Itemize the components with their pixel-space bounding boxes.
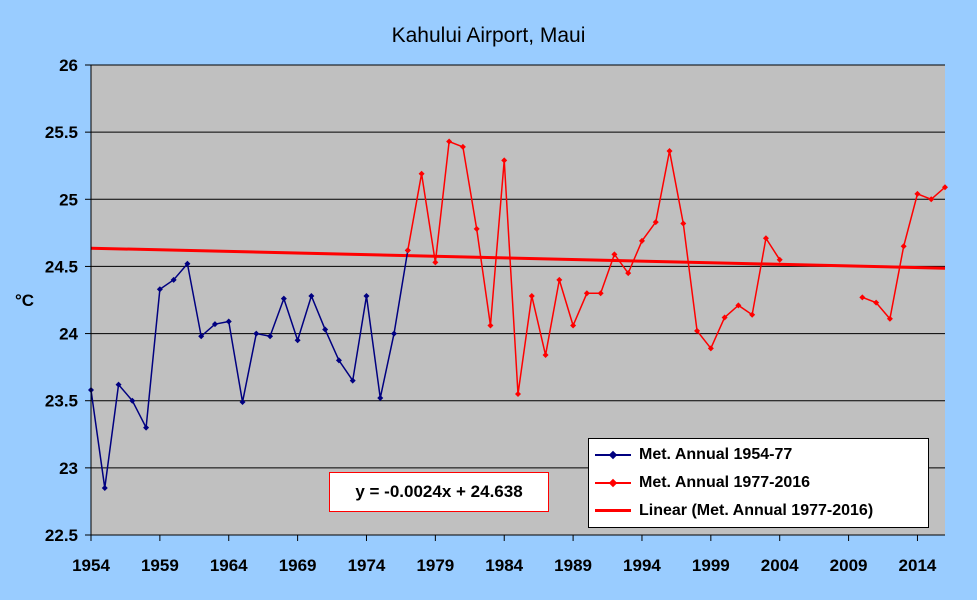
series-1-point: [156, 286, 163, 293]
trendline: [90, 246, 946, 270]
legend-item-series-2: Met. Annual 1977-2016: [589, 470, 810, 496]
series-2-point: [473, 225, 480, 232]
series-1-point: [294, 337, 301, 344]
series-2-point: [762, 235, 769, 242]
series-layer: [88, 138, 948, 491]
series-2-point: [556, 276, 563, 283]
series-2-point: [859, 294, 866, 301]
y-tick-label: 23.5: [45, 392, 78, 411]
series-1-point: [170, 276, 177, 283]
series-1-point: [239, 399, 246, 406]
x-tick-label: 1984: [485, 556, 523, 575]
series-1-point: [115, 381, 122, 388]
series-1-point: [349, 377, 356, 384]
series-1-point: [322, 326, 329, 333]
series-2-point: [942, 184, 948, 191]
legend-swatch-trendline: [595, 506, 631, 516]
legend-item-series-1: Met. Annual 1954-77: [589, 442, 792, 468]
series-2-point: [914, 190, 921, 197]
series-2-point: [776, 256, 783, 263]
series-1-point: [308, 292, 315, 299]
series-2-point: [625, 270, 632, 277]
series-2-point: [542, 352, 549, 359]
series-1-line: [90, 250, 409, 489]
series-2-point: [749, 311, 756, 318]
series-1-point: [211, 321, 218, 328]
legend: Met. Annual 1954-77 Met. Annual 1977-201…: [588, 438, 929, 528]
series-2-point: [570, 322, 577, 329]
series-2-point: [928, 196, 935, 203]
series-1-point: [377, 395, 384, 402]
series-1-point: [267, 333, 274, 340]
series-2-point: [886, 315, 893, 322]
trendline-layer: [90, 246, 946, 270]
x-tick-label: 1999: [692, 556, 730, 575]
x-tick-label: 1994: [623, 556, 661, 575]
series-2-point: [735, 302, 742, 309]
y-tick-label: 25.5: [45, 123, 78, 142]
series-2-point: [515, 391, 521, 397]
series-1-point: [335, 357, 342, 364]
legend-swatch-series-1: [595, 450, 631, 460]
series-2-point: [432, 259, 439, 266]
series-2-point: [487, 322, 494, 329]
series-2-point: [501, 157, 508, 164]
series-2-point: [459, 143, 466, 150]
series-1-point: [143, 424, 150, 431]
series-2-point: [680, 220, 687, 227]
series-2-point: [583, 290, 590, 297]
series-2-point: [404, 247, 411, 254]
series-2-point: [597, 290, 604, 297]
chart-title: Kahului Airport, Maui: [391, 24, 586, 47]
series-2-point: [528, 292, 535, 299]
series-1-point: [101, 485, 108, 491]
series-2-line: [407, 140, 781, 395]
y-tick-label: 23: [59, 459, 78, 478]
y-tick-label: 25: [59, 190, 78, 209]
y-axis-label: °C: [15, 291, 35, 310]
series-2-point: [707, 345, 714, 352]
y-tick-label: 26: [59, 56, 78, 75]
series-2-point: [418, 170, 425, 177]
series-2-point: [666, 147, 673, 154]
legend-swatch-series-2: [595, 478, 631, 488]
series-1-point: [184, 260, 191, 267]
x-tick-label: 2004: [761, 556, 799, 575]
legend-item-trendline: Linear (Met. Annual 1977-2016): [589, 498, 873, 524]
series-1-point: [363, 292, 370, 299]
x-tick-label: 1969: [279, 556, 317, 575]
series-2-point: [446, 138, 453, 145]
series-2-point: [694, 327, 701, 334]
legend-label-series-1: Met. Annual 1954-77: [639, 446, 793, 463]
series-2-point: [873, 299, 880, 306]
axes-layer: 22.5 23 23.5 24 24.5 25 25.5 26 1954 1959 1964 1969…: [45, 56, 945, 575]
x-tick-label: 2014: [899, 556, 937, 575]
series-1-point: [391, 330, 398, 337]
series-1-point: [198, 333, 205, 340]
series-2-point: [611, 251, 618, 258]
series-2-point: [652, 219, 659, 226]
y-tick-label: 24.5: [45, 257, 78, 276]
series-1-point: [253, 330, 260, 337]
x-tick-label: 1974: [348, 556, 386, 575]
y-tick-label: 24: [59, 325, 78, 344]
legend-label-trendline: Linear (Met. Annual 1977-2016): [639, 502, 874, 519]
series-2-point: [900, 243, 907, 250]
series-1-point: [280, 295, 287, 302]
x-tick-label: 1979: [416, 556, 454, 575]
legend-label-series-2: Met. Annual 1977-2016: [639, 474, 811, 491]
x-tick-label: 1954: [72, 556, 110, 575]
series-1-point: [225, 318, 232, 325]
series-1-point: [129, 397, 136, 404]
series-2-point: [721, 314, 728, 321]
x-tick-label: 2009: [830, 556, 868, 575]
series-2-point: [638, 237, 645, 244]
x-tick-label: 1959: [141, 556, 179, 575]
gridlines: [91, 64, 945, 469]
x-tick-label: 1989: [554, 556, 592, 575]
trendline-equation: y = -0.0024x + 24.638: [329, 472, 549, 512]
y-tick-label: 22.5: [45, 526, 78, 545]
x-tick-label: 1964: [210, 556, 248, 575]
